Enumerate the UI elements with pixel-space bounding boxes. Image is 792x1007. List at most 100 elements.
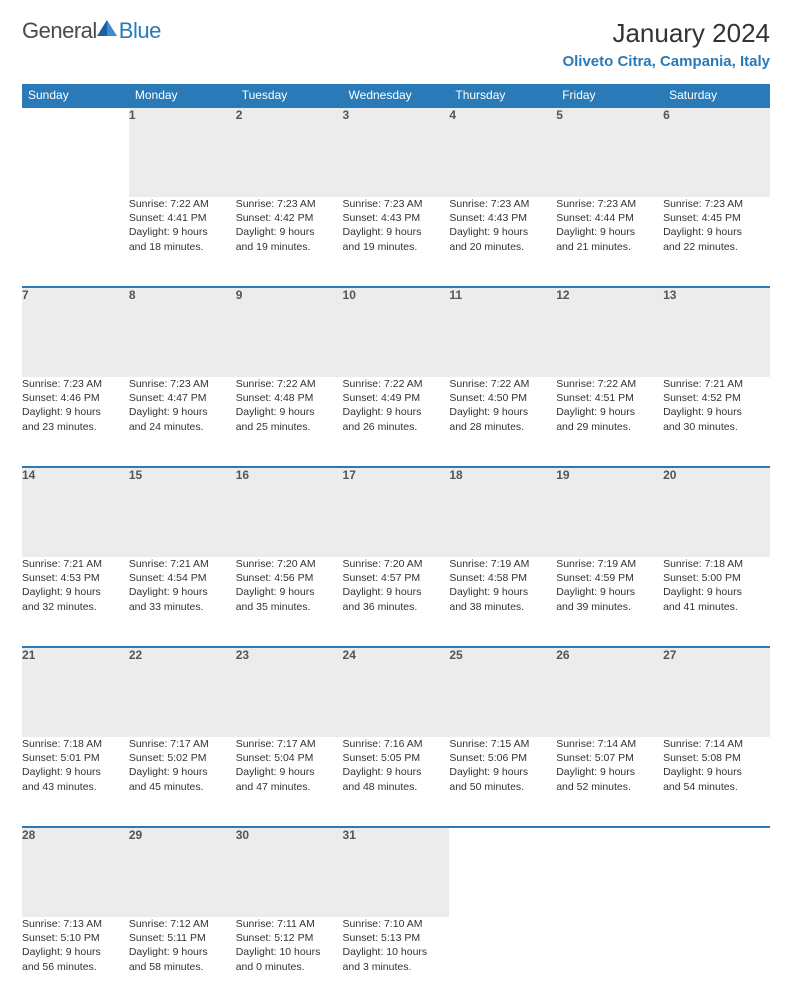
logo-text-blue: Blue xyxy=(119,18,161,44)
sunrise-text: Sunrise: 7:18 AM xyxy=(663,557,770,571)
weekday-header: Monday xyxy=(129,84,236,107)
day-content-cell: Sunrise: 7:22 AMSunset: 4:48 PMDaylight:… xyxy=(236,377,343,467)
day-content-row: Sunrise: 7:18 AMSunset: 5:01 PMDaylight:… xyxy=(22,737,770,827)
day-content-cell: Sunrise: 7:23 AMSunset: 4:44 PMDaylight:… xyxy=(556,197,663,287)
sunset-text: Sunset: 5:02 PM xyxy=(129,751,236,765)
day-number-row: 14151617181920 xyxy=(22,467,770,557)
day-content-cell: Sunrise: 7:20 AMSunset: 4:57 PMDaylight:… xyxy=(343,557,450,647)
daylight-text: Daylight: 9 hours xyxy=(663,585,770,599)
day-content-cell: Sunrise: 7:23 AMSunset: 4:42 PMDaylight:… xyxy=(236,197,343,287)
sunrise-text: Sunrise: 7:18 AM xyxy=(22,737,129,751)
day-number-cell: 14 xyxy=(22,467,129,557)
day-content-cell: Sunrise: 7:21 AMSunset: 4:53 PMDaylight:… xyxy=(22,557,129,647)
page-title: January 2024 xyxy=(562,18,770,49)
sunset-text: Sunset: 5:13 PM xyxy=(343,931,450,945)
day-number-cell xyxy=(449,827,556,917)
daylight-text: Daylight: 9 hours xyxy=(236,405,343,419)
sunset-text: Sunset: 4:48 PM xyxy=(236,391,343,405)
day-number-cell: 29 xyxy=(129,827,236,917)
sunset-text: Sunset: 4:57 PM xyxy=(343,571,450,585)
sunset-text: Sunset: 5:11 PM xyxy=(129,931,236,945)
daylight-text: Daylight: 9 hours xyxy=(22,945,129,959)
sunrise-text: Sunrise: 7:17 AM xyxy=(129,737,236,751)
day-content-cell xyxy=(556,917,663,1007)
daylight-text: and 50 minutes. xyxy=(449,780,556,794)
sunrise-text: Sunrise: 7:16 AM xyxy=(343,737,450,751)
sunset-text: Sunset: 5:10 PM xyxy=(22,931,129,945)
daylight-text: and 54 minutes. xyxy=(663,780,770,794)
daylight-text: and 30 minutes. xyxy=(663,420,770,434)
weekday-header: Wednesday xyxy=(343,84,450,107)
sunrise-text: Sunrise: 7:22 AM xyxy=(449,377,556,391)
daylight-text: Daylight: 9 hours xyxy=(22,405,129,419)
daylight-text: Daylight: 9 hours xyxy=(556,765,663,779)
sunset-text: Sunset: 5:06 PM xyxy=(449,751,556,765)
day-number-cell: 13 xyxy=(663,287,770,377)
logo-text-general: General xyxy=(22,18,97,44)
daylight-text: Daylight: 9 hours xyxy=(343,405,450,419)
day-content-cell xyxy=(449,917,556,1007)
daylight-text: and 45 minutes. xyxy=(129,780,236,794)
day-content-row: Sunrise: 7:22 AMSunset: 4:41 PM Daylight:… xyxy=(22,197,770,287)
day-number-cell: 19 xyxy=(556,467,663,557)
daylight-text: Daylight: 9 hours xyxy=(449,765,556,779)
daylight-text: and 26 minutes. xyxy=(343,420,450,434)
day-content-cell: Sunrise: 7:17 AMSunset: 5:04 PMDaylight:… xyxy=(236,737,343,827)
weekday-header: Thursday xyxy=(449,84,556,107)
day-content-cell: Sunrise: 7:22 AMSunset: 4:51 PMDaylight:… xyxy=(556,377,663,467)
sunrise-text: Sunrise: 7:21 AM xyxy=(129,557,236,571)
sunrise-text: Sunrise: 7:23 AM xyxy=(343,197,450,211)
daylight-text: and 21 minutes. xyxy=(556,240,663,254)
sunrise-text: Sunrise: 7:20 AM xyxy=(343,557,450,571)
day-content-cell: Sunrise: 7:11 AMSunset: 5:12 PMDaylight:… xyxy=(236,917,343,1007)
daylight-text: and 28 minutes. xyxy=(449,420,556,434)
weekday-header: Saturday xyxy=(663,84,770,107)
daylight-text: Daylight: 9 hours xyxy=(663,225,770,239)
day-number-cell: 27 xyxy=(663,647,770,737)
sunrise-text: Sunrise: 7:14 AM xyxy=(663,737,770,751)
day-content-cell: Sunrise: 7:23 AMSunset: 4:46 PMDaylight:… xyxy=(22,377,129,467)
day-number-cell: 15 xyxy=(129,467,236,557)
daylight-text: Daylight: 9 hours xyxy=(343,585,450,599)
daylight-text: Daylight: 9 hours xyxy=(236,765,343,779)
day-content-cell: Sunrise: 7:23 AMSunset: 4:45 PMDaylight:… xyxy=(663,197,770,287)
daylight-text: Daylight: 9 hours xyxy=(129,945,236,959)
day-number-cell: 16 xyxy=(236,467,343,557)
day-number-row: 123456 xyxy=(22,107,770,197)
day-content-cell: Sunrise: 7:22 AMSunset: 4:41 PMDaylight:… xyxy=(129,197,236,287)
day-content-cell: Sunrise: 7:10 AMSunset: 5:13 PMDaylight:… xyxy=(343,917,450,1007)
daylight-text: Daylight: 9 hours xyxy=(449,225,556,239)
daylight-text: and 19 minutes. xyxy=(343,240,450,254)
weekday-header-row: Sunday Monday Tuesday Wednesday Thursday… xyxy=(22,84,770,107)
day-content-cell: Sunrise: 7:20 AMSunset: 4:56 PMDaylight:… xyxy=(236,557,343,647)
day-content-cell: Sunrise: 7:23 AMSunset: 4:43 PMDaylight:… xyxy=(343,197,450,287)
daylight-text: Daylight: 9 hours xyxy=(129,585,236,599)
day-number-cell xyxy=(22,107,129,197)
day-number-cell: 20 xyxy=(663,467,770,557)
daylight-text: and 56 minutes. xyxy=(22,960,129,974)
day-number-cell: 2 xyxy=(236,107,343,197)
calendar-table: Sunday Monday Tuesday Wednesday Thursday… xyxy=(22,84,770,1007)
daylight-text: and 47 minutes. xyxy=(236,780,343,794)
day-number-cell: 21 xyxy=(22,647,129,737)
sunset-text: Sunset: 4:51 PM xyxy=(556,391,663,405)
sunset-text: Sunset: 4:43 PM xyxy=(449,211,556,225)
sunrise-text: Sunrise: 7:22 AM xyxy=(129,197,236,211)
daylight-text: Daylight: 10 hours xyxy=(236,945,343,959)
day-number-cell: 4 xyxy=(449,107,556,197)
title-block: January 2024 Oliveto Citra, Campania, It… xyxy=(562,18,770,70)
sunrise-text: Sunrise: 7:14 AM xyxy=(556,737,663,751)
sunset-text: Sunset: 4:56 PM xyxy=(236,571,343,585)
day-number-cell: 1 xyxy=(129,107,236,197)
logo-triangle-icon xyxy=(97,20,117,41)
sunset-text: Sunset: 4:41 PM xyxy=(129,211,236,225)
day-number-row: 21222324252627 xyxy=(22,647,770,737)
sunrise-text: Sunrise: 7:22 AM xyxy=(343,377,450,391)
daylight-text: and 25 minutes. xyxy=(236,420,343,434)
day-content-cell: Sunrise: 7:19 AMSunset: 4:59 PMDaylight:… xyxy=(556,557,663,647)
day-number-cell xyxy=(556,827,663,917)
sunrise-text: Sunrise: 7:12 AM xyxy=(129,917,236,931)
sunset-text: Sunset: 4:59 PM xyxy=(556,571,663,585)
day-content-cell: Sunrise: 7:12 AMSunset: 5:11 PMDaylight:… xyxy=(129,917,236,1007)
sunset-text: Sunset: 4:53 PM xyxy=(22,571,129,585)
